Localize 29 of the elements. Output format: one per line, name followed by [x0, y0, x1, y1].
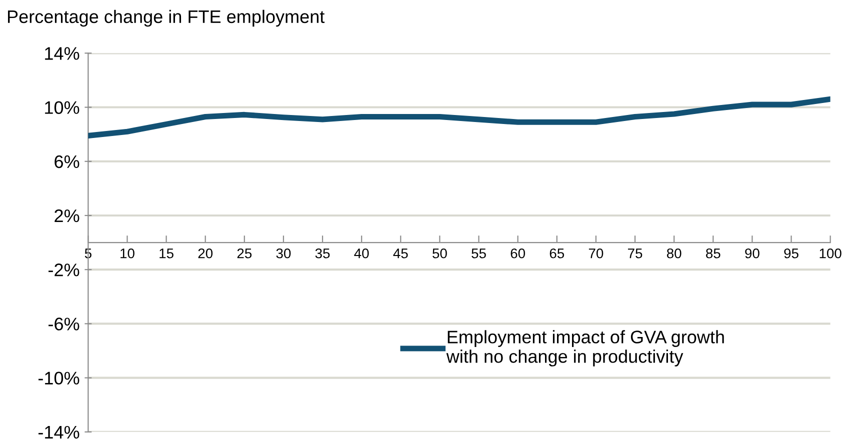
y-tick-label: -14%	[38, 426, 80, 439]
x-tick-label: 60	[510, 248, 526, 258]
x-tick-label: 70	[588, 248, 604, 258]
x-tick-label: 80	[666, 248, 682, 258]
x-tick-label: 10	[120, 248, 134, 258]
x-tick-label: 75	[628, 248, 642, 258]
x-tick-label: 45	[393, 248, 408, 258]
x-tick-label: 85	[706, 248, 720, 258]
y-tick-label: 14%	[45, 47, 80, 60]
x-tick-label: 55	[472, 248, 486, 258]
legend-label: Employment impact of GVA growth with no change in productivity	[446, 330, 724, 366]
x-tick-label: 20	[198, 248, 213, 258]
x-tick-label: 65	[550, 248, 564, 258]
y-tick-label: -2%	[48, 264, 80, 276]
y-tick-label: -10%	[38, 372, 80, 385]
x-tick-label: 15	[160, 248, 174, 258]
y-tick-label: 6%	[54, 155, 80, 168]
x-tick-label: 90	[745, 248, 760, 258]
x-tick-label: 25	[237, 248, 252, 258]
x-tick-label: 50	[432, 248, 447, 258]
x-tick-label: 30	[276, 248, 291, 258]
x-tick-label: 40	[354, 248, 369, 258]
x-tick-label: 95	[784, 248, 798, 258]
y-tick-label: -6%	[48, 318, 80, 330]
x-tick-label: 100	[820, 248, 842, 258]
y-axis-title: Percentage change in FTE employment	[8, 10, 325, 27]
y-tick-label: 10%	[45, 101, 80, 114]
y-tick-label: 2%	[54, 209, 80, 222]
x-tick-label: 35	[315, 248, 330, 258]
